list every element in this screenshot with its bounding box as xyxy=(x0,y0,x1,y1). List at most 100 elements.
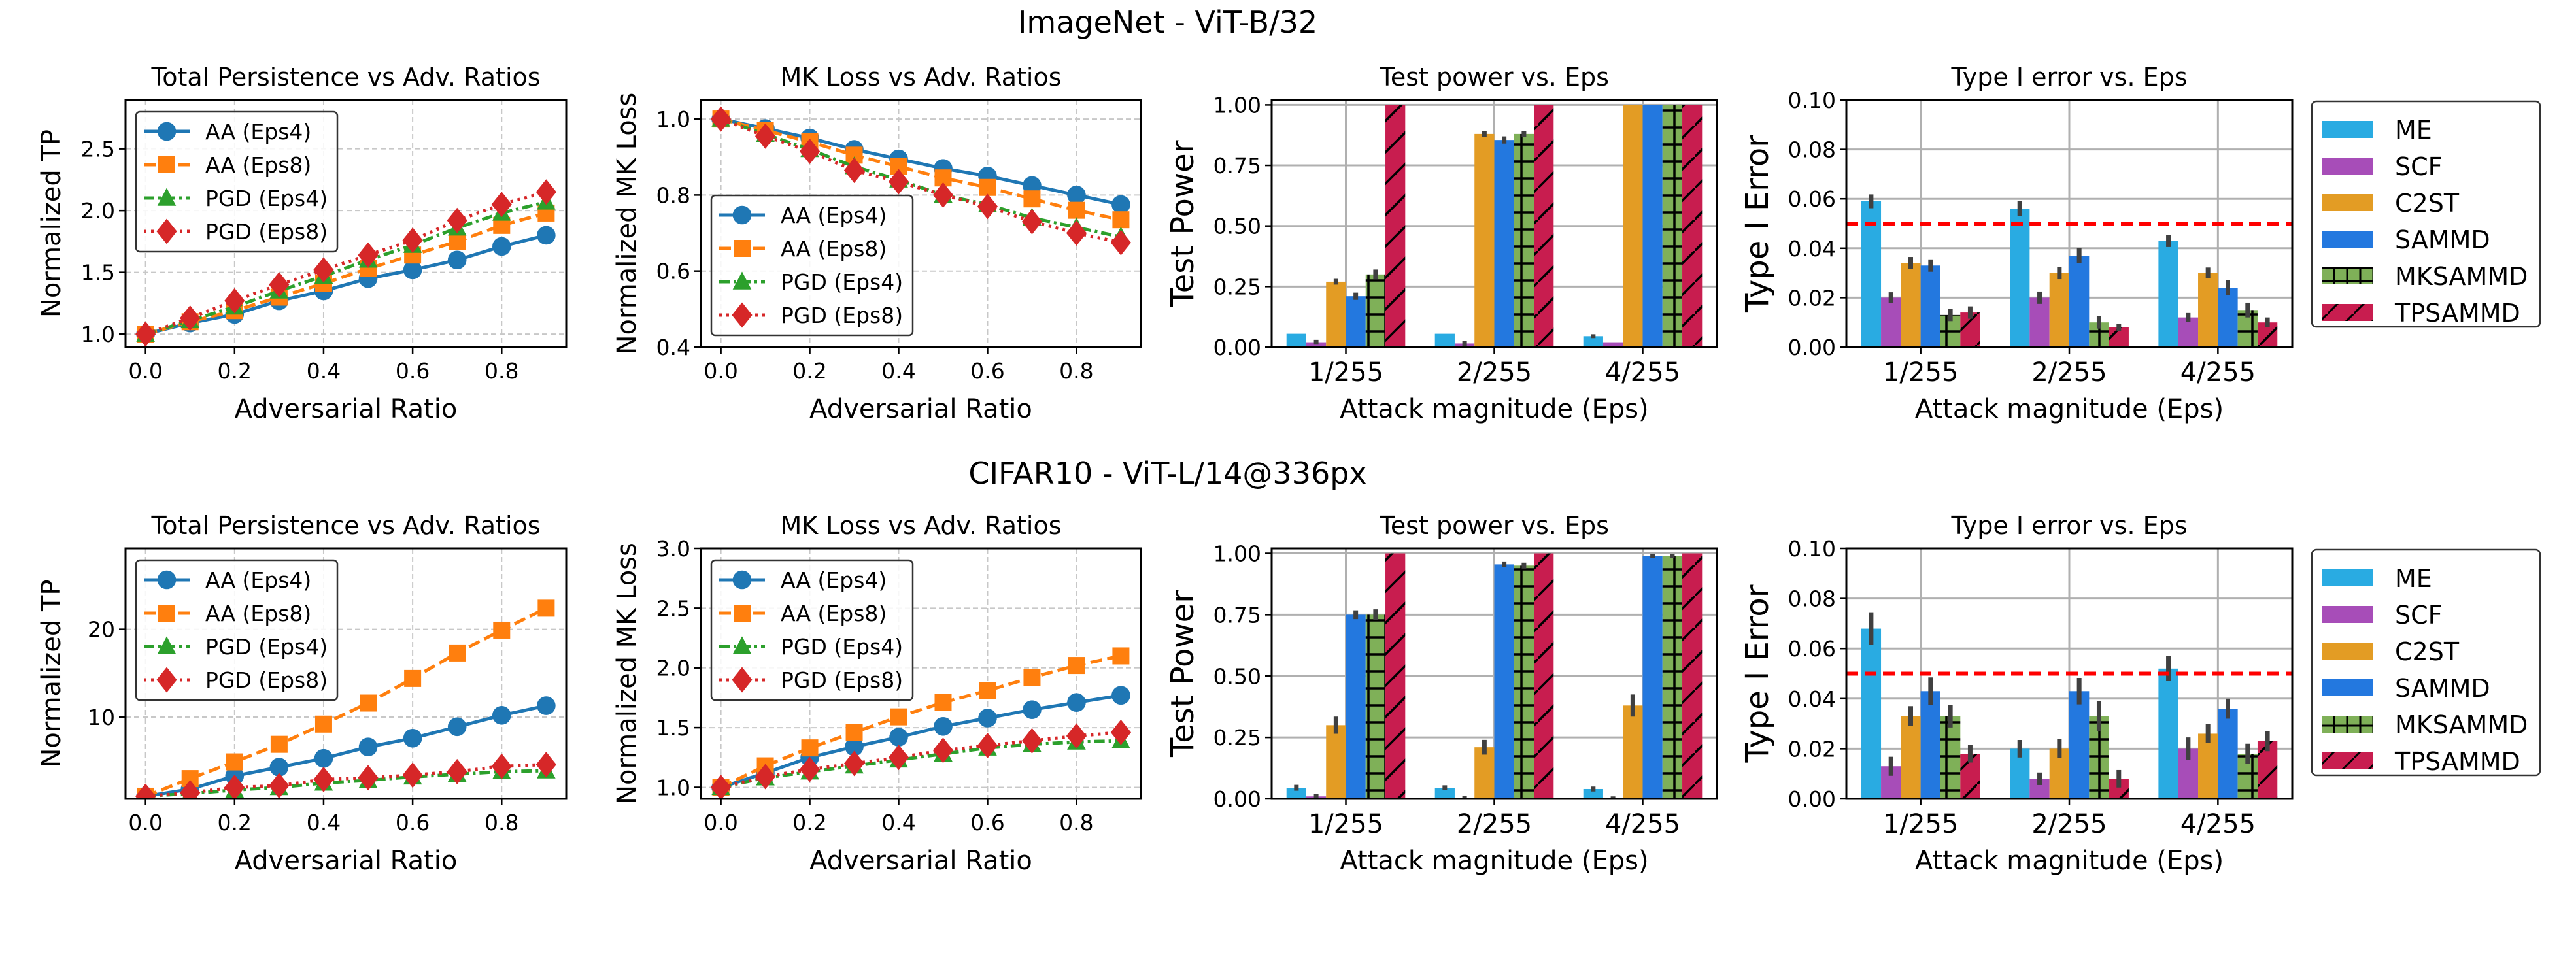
data-point xyxy=(360,694,377,712)
data-point xyxy=(1066,220,1087,246)
x-axis: 0.0 0.2 0.4 0.6 0.8 xyxy=(703,799,1094,835)
legend-item: MKSAMMD xyxy=(2322,711,2528,739)
legend-item: PGD (Eps8) xyxy=(719,667,903,693)
y-tick-label: 0.04 xyxy=(1788,686,1836,712)
y-axis: 1.0 1.5 2.0 2.5 xyxy=(81,137,126,347)
data-point xyxy=(447,758,467,784)
legend-label: MKSAMMD xyxy=(2395,711,2528,739)
x-tick-label: 0.0 xyxy=(703,810,737,835)
data-point xyxy=(801,739,819,757)
legend-marker xyxy=(158,156,175,173)
x-axis-label: Attack magnitude (Eps) xyxy=(1340,846,1648,876)
bar-legend: ME SCF C2ST SAMMD MKSAMMD TPSAMMD xyxy=(2311,548,2541,777)
x-axis-label: Adversarial Ratio xyxy=(235,846,458,876)
x-tick-label: 0.8 xyxy=(484,358,518,384)
data-point xyxy=(845,724,863,741)
bars xyxy=(1286,553,1703,799)
series-line xyxy=(720,739,1121,789)
legend-item: C2ST xyxy=(2322,189,2460,218)
bar xyxy=(2069,691,2090,799)
bar xyxy=(1642,105,1663,348)
data-point xyxy=(535,752,556,778)
legend-label: PGD (Eps4) xyxy=(781,634,903,660)
legend-item: PGD (Eps8) xyxy=(144,667,328,693)
bar xyxy=(1662,556,1683,799)
y-tick-label: 0.08 xyxy=(1788,586,1836,612)
x-tick-label: 0.2 xyxy=(218,810,252,835)
data-point xyxy=(888,745,909,771)
data-point xyxy=(1067,693,1086,713)
y-tick-label: 0.06 xyxy=(1788,186,1836,212)
y-tick-label: 0.50 xyxy=(1213,214,1261,239)
bar xyxy=(1534,105,1554,348)
x-tick-label: 0.0 xyxy=(128,358,162,384)
bar xyxy=(2218,288,2238,347)
legend-swatch xyxy=(2322,304,2373,321)
legend-item: AA (Eps4) xyxy=(719,203,887,228)
bars xyxy=(1286,105,1703,348)
legend-item: AA (Eps8) xyxy=(144,152,311,178)
data-point xyxy=(845,737,864,756)
data-point xyxy=(1021,728,1043,754)
x-tick-label: 0.8 xyxy=(484,810,518,835)
data-point xyxy=(447,207,467,233)
y-tick-label: 0.75 xyxy=(1213,602,1261,628)
y-axis-label: Type I Error xyxy=(1739,584,1776,763)
legend-marker xyxy=(156,667,177,693)
legend-item: PGD (Eps4) xyxy=(719,269,903,295)
x-tick-label: 0.6 xyxy=(970,358,1004,384)
bar xyxy=(2158,241,2178,347)
chart-cifar-tp: Total Persistence vs Adv. Ratios AA (Eps4… xyxy=(37,511,568,876)
data-point xyxy=(537,599,555,617)
line-legend: AA (Eps4) AA (Eps8) PGD (Eps4) PGD (Eps8) xyxy=(135,110,339,253)
series-line xyxy=(720,654,1121,789)
bar-legend: ME SCF C2ST SAMMD MKSAMMD TPSAMMD xyxy=(2311,100,2541,328)
series-pgd-eps8 xyxy=(135,752,556,799)
bar xyxy=(1286,333,1306,347)
data-point xyxy=(493,621,511,639)
bar xyxy=(1662,105,1683,348)
x-tick-label: 0.0 xyxy=(128,810,162,835)
y-tick-label: 2.0 xyxy=(656,656,690,681)
bar xyxy=(2198,733,2218,799)
chart-title: Type I error vs. Eps xyxy=(1950,63,2187,92)
bar xyxy=(2218,709,2238,799)
y-tick-label: 2.5 xyxy=(81,137,115,162)
legend-label: SAMMD xyxy=(2395,226,2490,254)
y-tick-label: 0.4 xyxy=(656,335,690,360)
bar xyxy=(1385,553,1406,799)
chart-title: Test power vs. Eps xyxy=(1379,63,1609,92)
legend-label: TPSAMMD xyxy=(2394,299,2520,327)
series-line xyxy=(720,730,1121,789)
bar xyxy=(2029,297,2050,347)
data-point xyxy=(1112,647,1130,665)
bar xyxy=(1583,788,1603,799)
bar xyxy=(2049,273,2069,347)
x-tick-label: 0.4 xyxy=(881,810,915,835)
x-axis: 0.0 0.2 0.4 0.6 0.8 xyxy=(703,347,1094,384)
y-tick-label: 0.00 xyxy=(1213,786,1261,812)
legend-item: AA (Eps8) xyxy=(719,236,887,261)
series-line xyxy=(720,117,1121,207)
data-point xyxy=(934,694,952,711)
data-point xyxy=(180,780,201,799)
legend-marker xyxy=(732,667,753,693)
bar-series-sammd xyxy=(1920,248,2238,347)
data-point xyxy=(799,139,821,165)
legend-swatch xyxy=(2322,569,2373,586)
legend-label: AA (Eps4) xyxy=(205,119,311,144)
y-tick-label: 0.10 xyxy=(1788,536,1836,562)
bar xyxy=(1365,614,1386,799)
chart-cifar-mk: MK Loss vs Adv. Ratios AA (Eps4) AA (Eps8)… xyxy=(612,511,1142,876)
data-point xyxy=(404,669,422,687)
axes-frame xyxy=(124,99,568,348)
x-tick-label: 0.6 xyxy=(970,810,1004,835)
bar-series-c2st xyxy=(1901,706,2218,799)
x-tick-label: 2/255 xyxy=(2031,358,2107,388)
bar-series-sammd xyxy=(1346,105,1663,348)
bar xyxy=(1514,133,1534,347)
legend-swatch xyxy=(2322,231,2373,248)
x-tick-label: 2/255 xyxy=(2031,809,2107,839)
data-point xyxy=(978,709,997,728)
